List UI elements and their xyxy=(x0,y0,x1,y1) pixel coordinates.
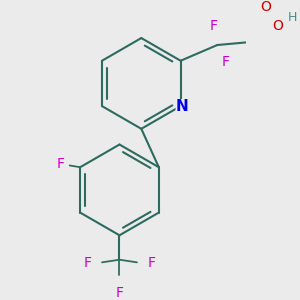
Text: F: F xyxy=(222,56,230,70)
Text: F: F xyxy=(210,19,218,33)
Text: F: F xyxy=(57,157,65,171)
Text: F: F xyxy=(148,256,156,270)
Text: N: N xyxy=(176,100,189,115)
Text: O: O xyxy=(272,19,283,33)
Text: O: O xyxy=(260,1,271,14)
Text: F: F xyxy=(83,256,91,270)
Text: H: H xyxy=(288,11,297,24)
Text: F: F xyxy=(116,286,124,300)
